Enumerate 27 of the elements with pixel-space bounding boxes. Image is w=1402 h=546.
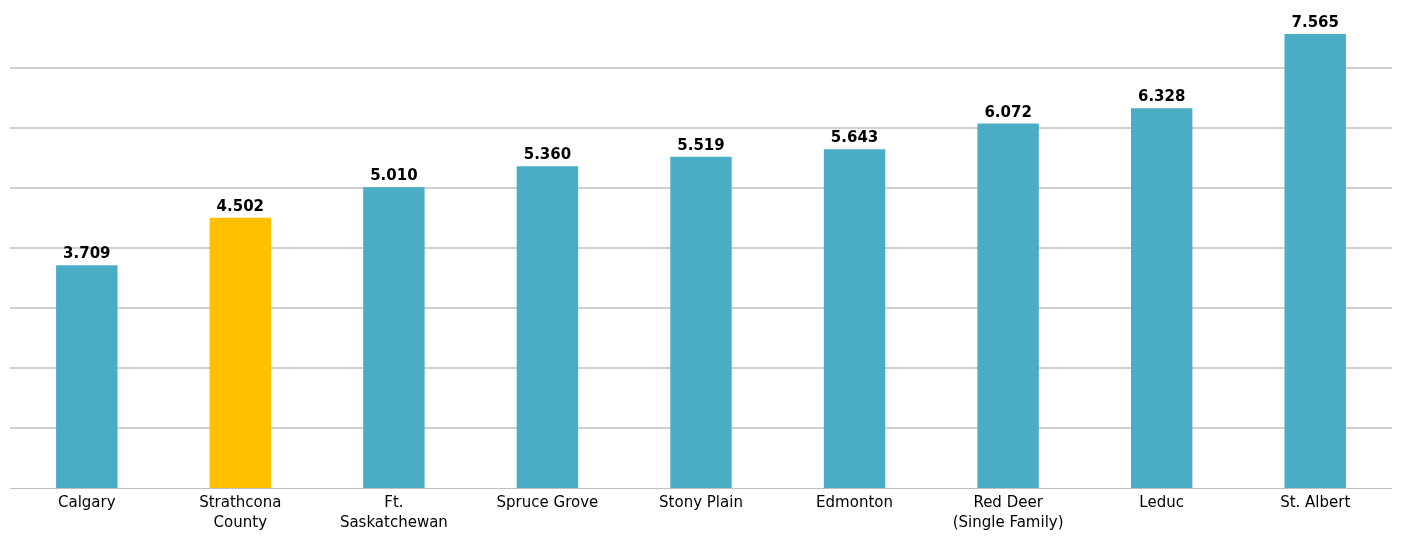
data-label: 4.502 [216,196,265,215]
data-label: 5.010 [370,166,418,185]
x-tick-label: Ft. Saskatchewan [339,493,448,531]
x-tick-label: Red Deer (Single Family) [952,493,1064,531]
bar [363,187,425,488]
bar [209,217,272,488]
data-label: 3.709 [63,244,111,263]
x-tick-label: St. Albert [1280,493,1351,511]
data-label: 7.565 [1291,12,1339,31]
data-label: 6.072 [984,102,1032,121]
bar [823,149,886,488]
bar [56,265,118,488]
bar [977,123,1039,488]
bar [516,166,579,488]
x-tick-label: Strathcona County [199,493,282,531]
x-tick-label: Spruce Grove [496,493,599,511]
x-tick-label: Calgary [57,493,116,511]
data-label: 6.328 [1137,87,1186,106]
bar [1130,108,1193,488]
data-label: 5.519 [677,135,725,154]
bar [1284,33,1346,488]
x-tick-label: Leduc [1139,493,1184,511]
data-label: 5.643 [830,128,879,147]
x-tick-label: Stony Plain [659,493,743,511]
x-tick-label: Edmonton [816,493,893,511]
data-label: 5.360 [523,145,572,164]
bar [670,156,732,488]
